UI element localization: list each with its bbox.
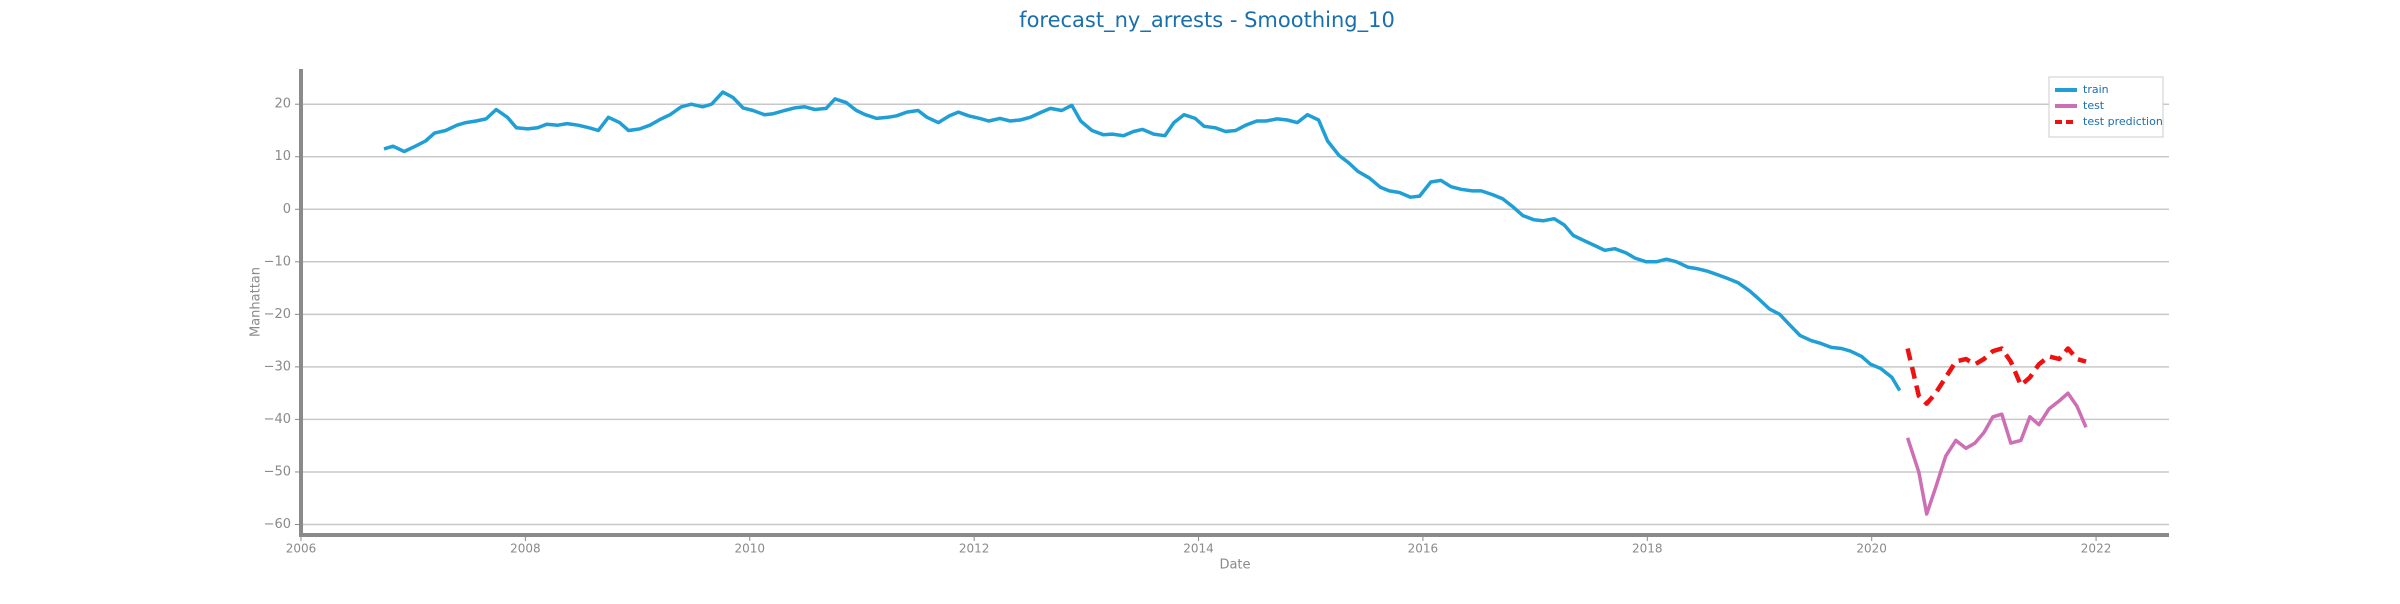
series-line (1905, 391, 2088, 516)
y-axis-label: Manhattan (249, 267, 264, 337)
y-tick-label: −50 (264, 464, 291, 479)
x-tick-label: 2006 (286, 542, 317, 556)
y-tick-label: −60 (264, 517, 291, 532)
y-tick-label: −40 (264, 412, 291, 427)
y-tick-label: 0 (283, 202, 291, 217)
y-tick-label: −20 (264, 307, 291, 322)
x-tick-label: 2010 (734, 542, 765, 556)
x-tick-label: 2020 (1856, 542, 1887, 556)
y-tick-label: 20 (274, 97, 291, 112)
x-tick-label: 2012 (959, 542, 990, 556)
chart-title: forecast_ny_arrests - Smoothing_10 (1019, 8, 1395, 33)
x-axis-label: Date (1219, 558, 1250, 573)
x-tick-label: 2016 (1408, 542, 1439, 556)
series-line (1905, 346, 2087, 406)
legend-label: test (2083, 99, 2105, 112)
series-line (383, 90, 1902, 392)
x-tick-label: 2014 (1183, 542, 1214, 556)
x-tick-label: 2018 (1632, 542, 1663, 556)
y-tick-label: −30 (264, 359, 291, 374)
x-tick-label: 2022 (2081, 542, 2112, 556)
y-tick-label: −10 (264, 254, 291, 269)
legend-label: test prediction (2083, 115, 2163, 128)
y-tick-label: 10 (274, 149, 291, 164)
x-tick-label: 2008 (510, 542, 541, 556)
legend-label: train (2083, 83, 2109, 96)
